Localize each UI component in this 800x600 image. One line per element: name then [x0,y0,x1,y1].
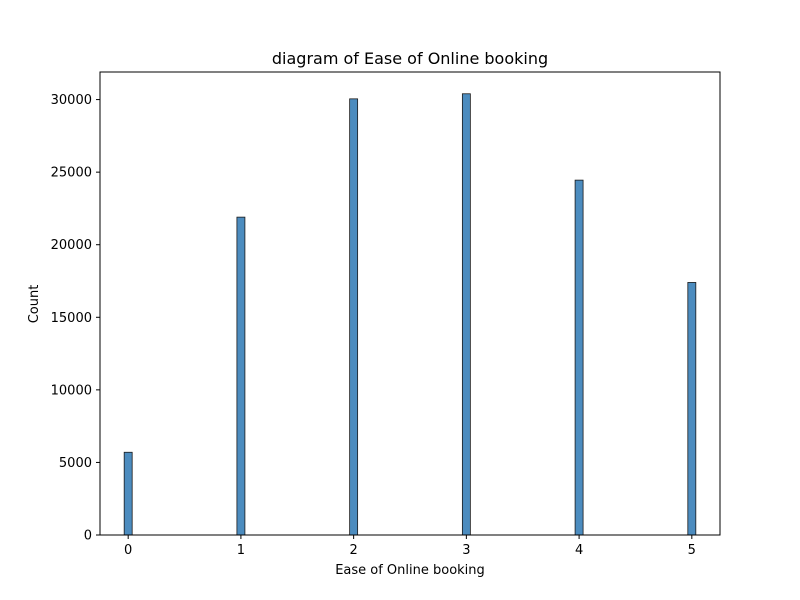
x-axis-ticks: 0 1 2 3 4 5 [124,535,696,558]
x-tick-label: 4 [575,543,583,558]
x-tick-label: 3 [462,543,470,558]
x-axis-label: Ease of Online booking [335,563,485,578]
plot-frame [99,71,721,536]
y-tick-label: 10000 [51,383,92,398]
bar-1 [236,216,246,536]
y-tick-label: 20000 [51,238,92,253]
chart-title: diagram of Ease of Online booking [272,49,548,68]
y-tick-label: 0 [84,529,92,544]
y-axis-label: Count [27,285,42,324]
bar-3 [461,93,471,536]
bar-5 [687,282,697,536]
bar-0 [123,451,133,536]
y-tick-label: 15000 [51,311,92,326]
bar-4 [574,179,584,536]
bars-group [123,93,697,536]
y-tick-label: 30000 [51,93,92,108]
bar-2 [349,98,359,536]
y-tick-label: 5000 [59,456,92,471]
x-tick-label: 0 [124,543,132,558]
y-axis-ticks: 0 5000 10000 15000 20000 25000 30000 [51,93,100,544]
x-tick-label: 5 [688,543,696,558]
x-tick-label: 2 [349,543,357,558]
x-tick-label: 1 [237,543,245,558]
y-tick-label: 25000 [51,166,92,181]
